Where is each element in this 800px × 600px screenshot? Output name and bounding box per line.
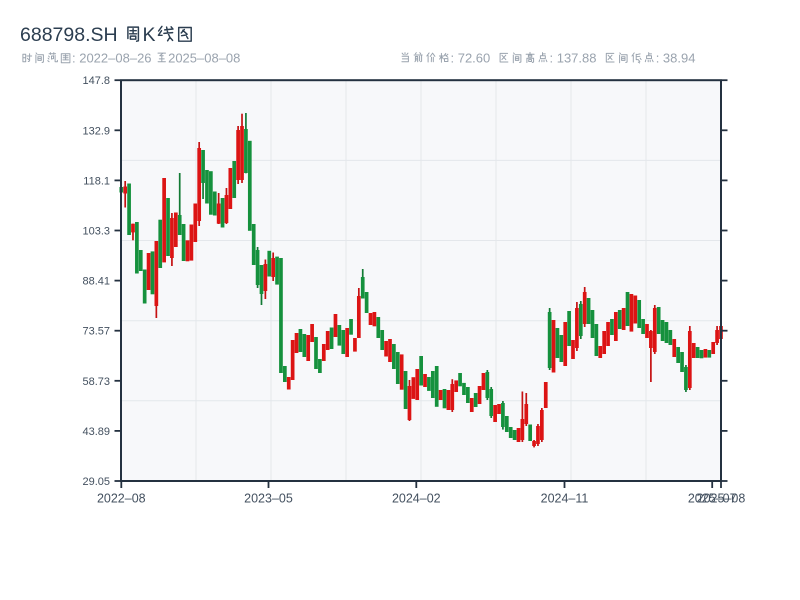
svg-text:103.3: 103.3 xyxy=(82,226,110,238)
svg-text:73.57: 73.57 xyxy=(82,326,110,338)
svg-text:K: K xyxy=(143,24,156,46)
svg-text:88.41: 88.41 xyxy=(82,276,110,288)
svg-text:: 137.88: : 137.88 xyxy=(550,51,597,66)
svg-text:2024–11: 2024–11 xyxy=(541,492,589,506)
svg-text:29.05: 29.05 xyxy=(82,476,110,488)
svg-text:118.1: 118.1 xyxy=(83,175,110,187)
svg-text:2025–08: 2025–08 xyxy=(697,492,746,506)
svg-text:2025–08–08: 2025–08–08 xyxy=(168,51,240,66)
svg-text:: 2022–08–26: : 2022–08–26 xyxy=(72,51,152,66)
svg-text:2023–05: 2023–05 xyxy=(244,492,293,506)
svg-text:43.89: 43.89 xyxy=(82,426,110,438)
svg-text:: 38.94: : 38.94 xyxy=(656,51,696,66)
svg-text:2022–08: 2022–08 xyxy=(97,492,146,506)
svg-text:: 72.60: : 72.60 xyxy=(451,51,491,66)
svg-text:688798.SH: 688798.SH xyxy=(20,24,118,46)
svg-text:58.73: 58.73 xyxy=(82,376,110,388)
svg-text:2024–02: 2024–02 xyxy=(392,492,441,506)
svg-text:147.8: 147.8 xyxy=(82,75,110,87)
svg-text:132.9: 132.9 xyxy=(82,125,110,137)
svg-text:2025–07: 2025–07 xyxy=(688,492,737,506)
